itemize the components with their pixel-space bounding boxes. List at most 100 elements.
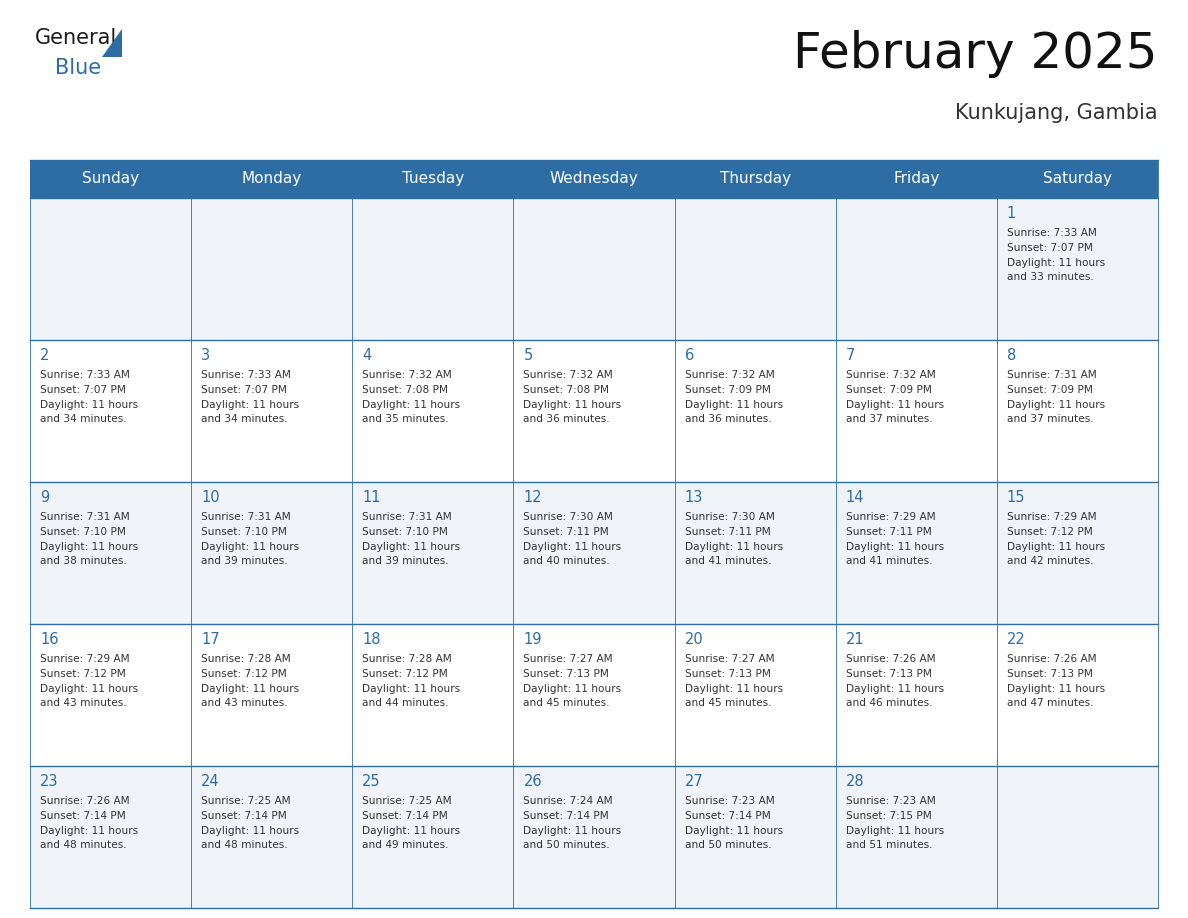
Text: Sunset: 7:11 PM: Sunset: 7:11 PM	[684, 527, 770, 537]
Text: Daylight: 11 hours: Daylight: 11 hours	[40, 542, 138, 552]
Text: Sunset: 7:08 PM: Sunset: 7:08 PM	[524, 385, 609, 395]
Text: Sunrise: 7:25 AM: Sunrise: 7:25 AM	[362, 796, 451, 806]
Bar	[835, 624, 997, 766]
Text: Daylight: 11 hours: Daylight: 11 hours	[362, 825, 461, 835]
Text: Daylight: 11 hours: Daylight: 11 hours	[201, 399, 299, 409]
Text: Sunset: 7:13 PM: Sunset: 7:13 PM	[846, 669, 931, 678]
Text: 1: 1	[1007, 206, 1016, 221]
Text: Sunset: 7:07 PM: Sunset: 7:07 PM	[1007, 242, 1093, 252]
Text: Sunrise: 7:25 AM: Sunrise: 7:25 AM	[201, 796, 291, 806]
Text: Daylight: 11 hours: Daylight: 11 hours	[1007, 684, 1105, 694]
Bar	[353, 340, 513, 482]
Text: 11: 11	[362, 490, 381, 505]
Bar	[30, 624, 191, 766]
Text: and 42 minutes.: and 42 minutes.	[1007, 556, 1093, 566]
Bar	[835, 766, 997, 908]
Text: Daylight: 11 hours: Daylight: 11 hours	[1007, 542, 1105, 552]
Text: Sunset: 7:09 PM: Sunset: 7:09 PM	[1007, 385, 1093, 395]
Text: Sunset: 7:09 PM: Sunset: 7:09 PM	[846, 385, 931, 395]
Text: Daylight: 11 hours: Daylight: 11 hours	[524, 542, 621, 552]
Text: Daylight: 11 hours: Daylight: 11 hours	[846, 684, 943, 694]
Text: and 41 minutes.: and 41 minutes.	[684, 556, 771, 566]
Bar	[30, 340, 191, 482]
Text: and 35 minutes.: and 35 minutes.	[362, 414, 449, 424]
Text: 8: 8	[1007, 348, 1016, 363]
Bar	[997, 624, 1158, 766]
Text: Daylight: 11 hours: Daylight: 11 hours	[684, 825, 783, 835]
Bar	[835, 482, 997, 624]
Text: 16: 16	[40, 632, 58, 647]
Text: Sunrise: 7:30 AM: Sunrise: 7:30 AM	[684, 512, 775, 522]
Bar	[191, 482, 353, 624]
Text: 3: 3	[201, 348, 210, 363]
Text: and 40 minutes.: and 40 minutes.	[524, 556, 611, 566]
Text: 25: 25	[362, 774, 381, 789]
Text: Daylight: 11 hours: Daylight: 11 hours	[846, 542, 943, 552]
Text: Sunset: 7:09 PM: Sunset: 7:09 PM	[684, 385, 771, 395]
Bar	[513, 340, 675, 482]
Text: Sunset: 7:12 PM: Sunset: 7:12 PM	[201, 669, 286, 678]
Text: and 50 minutes.: and 50 minutes.	[524, 840, 611, 850]
Text: Sunset: 7:14 PM: Sunset: 7:14 PM	[40, 811, 126, 821]
Text: Sunset: 7:11 PM: Sunset: 7:11 PM	[846, 527, 931, 537]
Text: Sunrise: 7:23 AM: Sunrise: 7:23 AM	[684, 796, 775, 806]
Text: and 34 minutes.: and 34 minutes.	[201, 414, 287, 424]
Text: Daylight: 11 hours: Daylight: 11 hours	[362, 542, 461, 552]
Bar	[513, 766, 675, 908]
Text: and 37 minutes.: and 37 minutes.	[1007, 414, 1093, 424]
Text: Sunset: 7:13 PM: Sunset: 7:13 PM	[684, 669, 771, 678]
Text: Sunrise: 7:33 AM: Sunrise: 7:33 AM	[1007, 228, 1097, 238]
Text: and 36 minutes.: and 36 minutes.	[684, 414, 771, 424]
Text: Sunrise: 7:32 AM: Sunrise: 7:32 AM	[362, 370, 453, 380]
Text: Blue: Blue	[55, 58, 101, 78]
Text: Sunrise: 7:33 AM: Sunrise: 7:33 AM	[201, 370, 291, 380]
Text: 22: 22	[1007, 632, 1025, 647]
Text: Sunrise: 7:31 AM: Sunrise: 7:31 AM	[40, 512, 129, 522]
Bar	[675, 624, 835, 766]
Bar	[835, 198, 997, 340]
Text: and 41 minutes.: and 41 minutes.	[846, 556, 933, 566]
Text: 20: 20	[684, 632, 703, 647]
Text: Sunrise: 7:24 AM: Sunrise: 7:24 AM	[524, 796, 613, 806]
Text: 2: 2	[40, 348, 50, 363]
Text: Daylight: 11 hours: Daylight: 11 hours	[846, 825, 943, 835]
Bar	[997, 198, 1158, 340]
Text: and 47 minutes.: and 47 minutes.	[1007, 699, 1093, 709]
Text: Sunrise: 7:31 AM: Sunrise: 7:31 AM	[201, 512, 291, 522]
Text: Daylight: 11 hours: Daylight: 11 hours	[846, 399, 943, 409]
Bar	[191, 766, 353, 908]
Text: and 39 minutes.: and 39 minutes.	[362, 556, 449, 566]
Text: Sunrise: 7:26 AM: Sunrise: 7:26 AM	[1007, 654, 1097, 664]
Text: Sunrise: 7:31 AM: Sunrise: 7:31 AM	[362, 512, 453, 522]
Text: 4: 4	[362, 348, 372, 363]
Text: Sunset: 7:07 PM: Sunset: 7:07 PM	[40, 385, 126, 395]
Text: Daylight: 11 hours: Daylight: 11 hours	[1007, 258, 1105, 268]
Text: 13: 13	[684, 490, 703, 505]
Text: and 44 minutes.: and 44 minutes.	[362, 699, 449, 709]
Text: 24: 24	[201, 774, 220, 789]
Text: 5: 5	[524, 348, 532, 363]
Bar	[30, 766, 191, 908]
Text: General: General	[34, 28, 118, 48]
Text: Wednesday: Wednesday	[550, 172, 638, 186]
Text: 15: 15	[1007, 490, 1025, 505]
Text: Sunset: 7:10 PM: Sunset: 7:10 PM	[201, 527, 287, 537]
Text: Daylight: 11 hours: Daylight: 11 hours	[362, 684, 461, 694]
Text: Sunset: 7:14 PM: Sunset: 7:14 PM	[362, 811, 448, 821]
Text: February 2025: February 2025	[794, 30, 1158, 78]
Text: and 46 minutes.: and 46 minutes.	[846, 699, 933, 709]
Text: and 37 minutes.: and 37 minutes.	[846, 414, 933, 424]
Text: Sunset: 7:11 PM: Sunset: 7:11 PM	[524, 527, 609, 537]
Text: Daylight: 11 hours: Daylight: 11 hours	[40, 825, 138, 835]
Text: and 51 minutes.: and 51 minutes.	[846, 840, 933, 850]
Text: Sunrise: 7:30 AM: Sunrise: 7:30 AM	[524, 512, 613, 522]
Text: Sunrise: 7:28 AM: Sunrise: 7:28 AM	[362, 654, 453, 664]
Text: and 39 minutes.: and 39 minutes.	[201, 556, 287, 566]
Bar	[191, 624, 353, 766]
Bar	[353, 624, 513, 766]
Text: Sunrise: 7:32 AM: Sunrise: 7:32 AM	[524, 370, 613, 380]
Text: and 48 minutes.: and 48 minutes.	[40, 840, 127, 850]
Text: Sunset: 7:07 PM: Sunset: 7:07 PM	[201, 385, 287, 395]
Text: and 48 minutes.: and 48 minutes.	[201, 840, 287, 850]
Bar	[353, 766, 513, 908]
